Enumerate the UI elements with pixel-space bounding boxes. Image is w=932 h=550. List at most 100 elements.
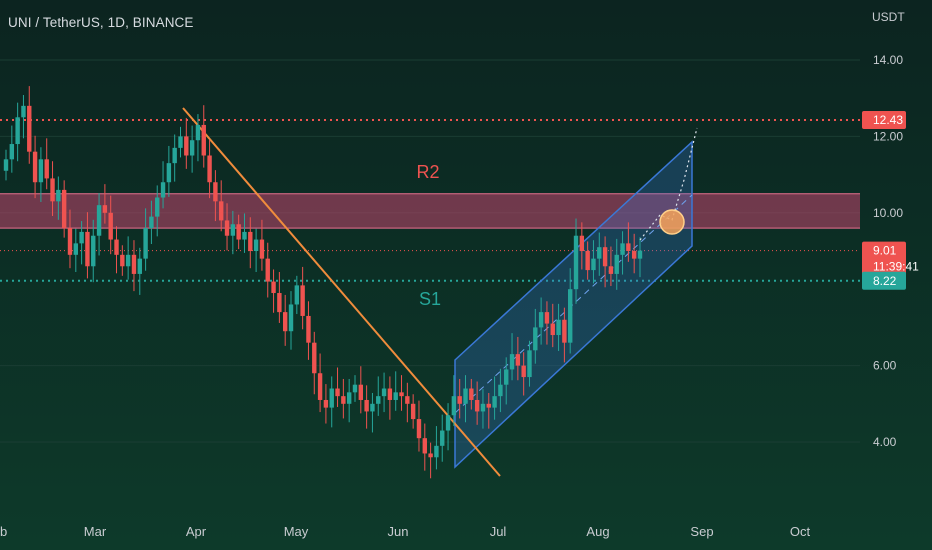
candle-body: [50, 178, 55, 202]
candle-body: [474, 399, 480, 412]
candle-body: [376, 396, 381, 404]
candle-body: [137, 258, 142, 274]
candle-body: [527, 350, 532, 378]
annotation-label: S1: [419, 289, 441, 309]
candle-body: [213, 182, 218, 202]
descending-trendline: [182, 107, 501, 477]
candle-body: [131, 254, 137, 274]
candle-body: [259, 239, 265, 259]
candle-body: [626, 243, 631, 251]
candle-body: [265, 258, 270, 282]
candle-body: [207, 155, 212, 183]
candle-body: [125, 254, 131, 267]
candle-body: [201, 124, 206, 156]
y-tick-label: 10.00: [873, 206, 903, 220]
candle-body: [282, 312, 288, 332]
candle-body: [399, 392, 404, 397]
candle-body: [27, 105, 32, 152]
candle-body: [515, 354, 521, 366]
candle-body: [597, 247, 602, 259]
candle-body: [242, 231, 247, 240]
candle-body: [219, 201, 224, 221]
price-badge-sublabel: 11:39:41: [873, 260, 919, 274]
candle-body: [178, 136, 183, 148]
candle-body: [346, 392, 352, 404]
candle-body: [504, 369, 509, 385]
candle-body: [521, 365, 526, 378]
candle-body: [381, 388, 387, 397]
candle-body: [341, 396, 346, 404]
candle-body: [533, 327, 538, 351]
candle-body: [143, 228, 148, 259]
y-tick-label: 6.00: [873, 359, 897, 373]
candle-body: [469, 388, 474, 400]
candle-body: [236, 224, 241, 240]
candle-body: [300, 285, 305, 316]
candle-body: [61, 189, 67, 229]
candle-body: [335, 388, 340, 397]
candle-body: [189, 140, 195, 156]
candle-body: [562, 319, 567, 343]
candle-body: [440, 430, 445, 446]
candle-body: [428, 453, 433, 458]
candle-body: [271, 281, 276, 294]
candle-body: [195, 124, 201, 141]
candle-body: [451, 396, 457, 416]
candle-body: [422, 438, 427, 454]
candle-body: [85, 231, 90, 267]
price-badge-label: 8.22: [873, 274, 897, 288]
price-badge-label: 12.43: [873, 113, 903, 127]
candle-body: [224, 220, 230, 236]
target-marker: [659, 209, 685, 235]
candle-body: [306, 315, 311, 343]
candle-body: [67, 228, 73, 255]
candle-body: [323, 399, 329, 408]
price-badge: [862, 110, 906, 129]
price-badge-label: 9.01: [873, 244, 897, 258]
candle-body: [544, 312, 550, 324]
x-axis-label: Oct: [790, 524, 811, 539]
candle-body: [434, 445, 439, 458]
x-axis-label: Mar: [84, 524, 107, 539]
candle-body: [568, 289, 573, 343]
candle-body: [585, 251, 590, 271]
candle-body: [492, 396, 497, 408]
candle-body: [312, 342, 317, 374]
candle-body: [3, 159, 9, 171]
y-tick-label: 12.00: [873, 129, 903, 143]
candle-body: [102, 205, 108, 213]
candle-body: [509, 354, 515, 370]
candle-body: [21, 105, 26, 118]
candle-body: [38, 159, 44, 183]
candle-body: [91, 235, 96, 267]
candle-body: [9, 144, 15, 160]
candle-body: [73, 243, 78, 255]
candle-body: [166, 163, 172, 183]
candle-body: [120, 254, 125, 267]
candle-body: [44, 159, 49, 179]
y-tick-label: 14.00: [873, 53, 903, 67]
candle-body: [329, 388, 334, 408]
candle-body: [620, 243, 625, 255]
candle-body: [172, 147, 177, 164]
candle-body: [149, 216, 154, 229]
candle-body: [393, 392, 398, 400]
candle-body: [32, 151, 38, 183]
candle-body: [591, 258, 596, 271]
x-axis-label: eb: [0, 524, 7, 539]
candle-body: [248, 231, 253, 251]
candle-body: [114, 239, 119, 255]
candle-body: [160, 182, 166, 198]
candle-body: [445, 415, 451, 431]
candle-body: [405, 396, 410, 404]
candle-body: [108, 212, 113, 240]
candle-body: [79, 231, 84, 244]
candle-body: [294, 285, 300, 305]
candle-body: [573, 235, 579, 290]
candle-body: [608, 266, 614, 274]
x-axis-label: Aug: [586, 524, 609, 539]
candle-body: [184, 136, 189, 156]
